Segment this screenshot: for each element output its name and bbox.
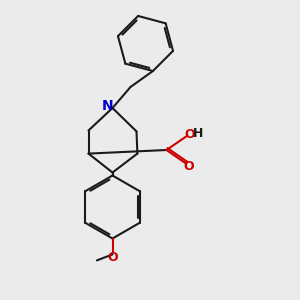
Text: O: O (107, 251, 118, 264)
Text: O: O (184, 128, 195, 141)
Text: N: N (101, 100, 113, 113)
Text: O: O (183, 160, 194, 173)
Text: H: H (193, 127, 203, 140)
